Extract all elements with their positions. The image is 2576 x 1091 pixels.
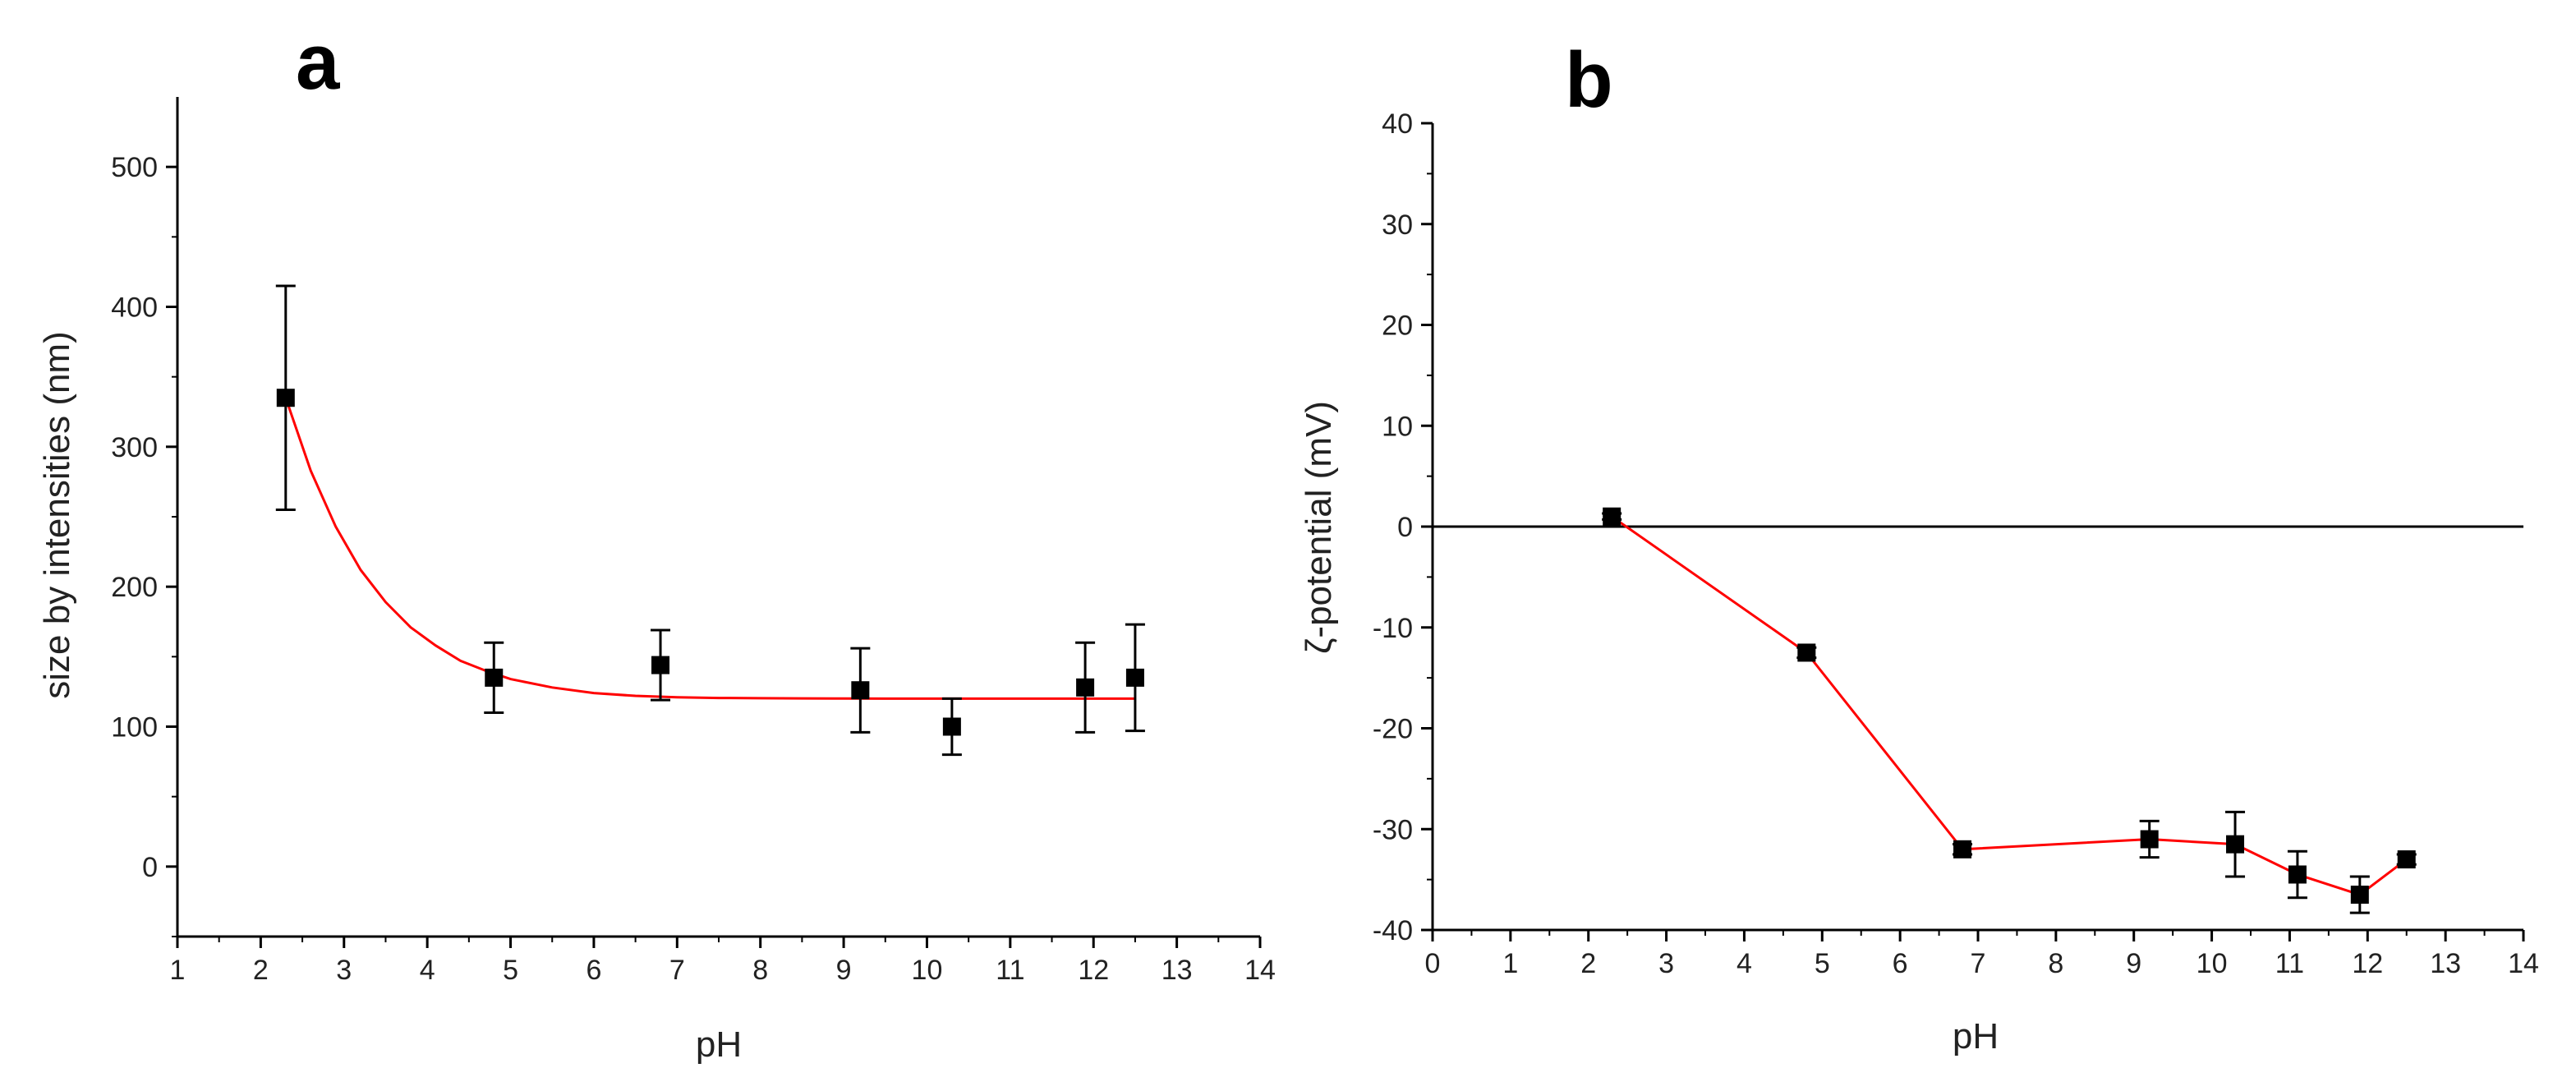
y-tick-label: 0 xyxy=(142,852,158,883)
series-line xyxy=(1611,515,2408,896)
y-tick-label: 500 xyxy=(111,152,158,183)
x-tick-label: 9 xyxy=(836,955,852,986)
x-tick-label: 6 xyxy=(1893,948,1908,979)
x-tick-label: 9 xyxy=(2126,948,2141,979)
y-tick-label: -30 xyxy=(1373,814,1413,845)
data-point xyxy=(851,681,870,700)
data-point xyxy=(2288,865,2307,884)
x-tick-label: 10 xyxy=(912,955,943,986)
panel-b-xlabel: pH xyxy=(1953,1016,1999,1056)
data-point xyxy=(2226,835,2245,854)
y-tick-label: 30 xyxy=(1382,209,1413,241)
x-tick-label: 0 xyxy=(1425,948,1441,979)
y-tick-label: -20 xyxy=(1373,714,1413,745)
x-tick-label: 13 xyxy=(1162,955,1193,986)
x-tick-label: 12 xyxy=(2352,948,2383,979)
data-point xyxy=(651,656,670,674)
data-point xyxy=(1953,840,1972,859)
x-tick-label: 11 xyxy=(2275,948,2304,979)
fit-curve xyxy=(284,397,1135,700)
data-point xyxy=(1797,643,1816,662)
y-tick-label: 100 xyxy=(111,712,158,743)
data-point xyxy=(485,668,504,687)
x-tick-label: 14 xyxy=(2508,948,2539,979)
x-tick-label: 2 xyxy=(1580,948,1596,979)
x-tick-label: 8 xyxy=(752,955,768,986)
data-point xyxy=(1125,668,1144,687)
data-point xyxy=(1076,678,1095,697)
y-tick-label: 20 xyxy=(1382,311,1413,342)
x-tick-label: 1 xyxy=(170,955,186,986)
panel-b-ylabel: ζ-potential (mV) xyxy=(1299,401,1339,654)
panel-a-ylabel: size by intensities (nm) xyxy=(37,331,77,698)
data-point xyxy=(2397,850,2416,869)
x-tick-label: 3 xyxy=(1658,948,1674,979)
x-tick-label: 12 xyxy=(1078,955,1109,986)
x-tick-label: 10 xyxy=(2196,948,2228,979)
x-tick-label: 6 xyxy=(586,955,601,986)
panel-b: b pH ζ-potential (mV) 0 1 2 3 4 5 6 7 8 9 10 11 12 13… xyxy=(1299,36,2539,1056)
data-point xyxy=(2350,886,2369,905)
x-tick-label: 7 xyxy=(1971,948,1986,979)
panel-a-xlabel: pH xyxy=(696,1024,742,1065)
y-tick-label: -40 xyxy=(1373,915,1413,946)
x-tick-label: 3 xyxy=(336,955,352,986)
y-tick-label: 10 xyxy=(1382,411,1413,442)
x-tick-label: 4 xyxy=(420,955,435,986)
x-tick-label: 5 xyxy=(503,955,518,986)
x-tick-label: 13 xyxy=(2430,948,2461,979)
x-tick-label: 7 xyxy=(669,955,685,986)
x-tick-label: 5 xyxy=(1815,948,1830,979)
panel-b-marks xyxy=(1602,507,2417,914)
x-tick-label: 8 xyxy=(2048,948,2063,979)
y-tick-label: -10 xyxy=(1373,613,1413,644)
x-tick-label: 2 xyxy=(253,955,269,986)
data-point xyxy=(942,717,961,736)
y-tick-label: 400 xyxy=(111,292,158,324)
panel-b-axes: 0 1 2 3 4 5 6 7 8 9 10 11 12 13 14-40-30-20-1001020304… xyxy=(1373,108,2539,979)
data-point xyxy=(1603,507,1622,526)
panel-a-label: a xyxy=(296,18,340,106)
x-tick-label: 14 xyxy=(1244,955,1276,986)
y-tick-label: 40 xyxy=(1382,108,1413,140)
x-tick-label: 1 xyxy=(1502,948,1518,979)
y-tick-label: 300 xyxy=(111,432,158,463)
y-tick-label: 200 xyxy=(111,572,158,603)
panel-b-label: b xyxy=(1565,36,1613,124)
data-point xyxy=(2140,830,2159,849)
x-tick-label: 4 xyxy=(1736,948,1752,979)
data-point xyxy=(276,389,295,407)
panel-a-marks xyxy=(275,284,1145,757)
y-tick-label: 0 xyxy=(1397,512,1413,543)
x-tick-label: 11 xyxy=(996,955,1024,986)
